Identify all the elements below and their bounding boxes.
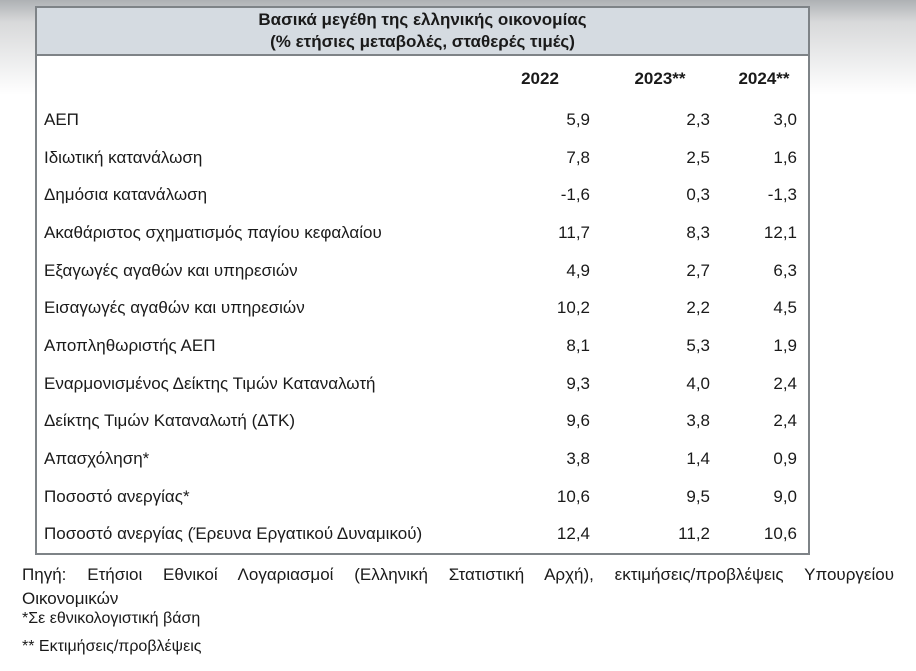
table-row: Εξαγωγές αγαθών και υπηρεσιών 4,9 2,7 6,…	[37, 252, 808, 290]
row-value: 4,0	[686, 373, 710, 393]
row-value: 9,0	[773, 486, 797, 506]
table-row: Εισαγωγές αγαθών και υπηρεσιών 10,2 2,2 …	[37, 289, 808, 327]
row-value: 2,4	[773, 373, 797, 393]
row-value: 5,9	[566, 109, 590, 129]
column-header: 2024**	[738, 68, 790, 88]
column-header: 2022	[521, 68, 559, 88]
footnote-estimates-forecasts: ** Εκτιμήσεις/προβλέψεις	[22, 638, 202, 655]
row-value: 8,3	[686, 222, 710, 242]
row-value: 12,1	[763, 222, 797, 242]
row-value: 10,6	[556, 486, 590, 506]
row-value: 3,8	[686, 411, 710, 431]
row-value: 2,4	[773, 411, 797, 431]
row-value: 2,2	[686, 298, 710, 318]
economy-table: Βασικά μεγέθη της ελληνικής οικονομίας (…	[35, 6, 810, 555]
table-row: Ακαθάριστος σχηματισμός παγίου κεφαλαίου…	[37, 214, 808, 252]
footnotes-section: Πηγή: Ετήσιοι Εθνικοί Λογαριασμοί (Ελλην…	[22, 563, 894, 655]
row-value: 12,4	[556, 524, 590, 544]
row-value: 4,9	[566, 260, 590, 280]
row-value: 3,0	[773, 109, 797, 129]
table-row: Απασχόληση* 3,8 1,4 0,9	[37, 440, 808, 478]
row-label: Απασχόληση*	[44, 448, 150, 468]
row-label: Ιδιωτική κατανάλωση	[44, 147, 203, 167]
footnote-national-accounts-basis: *Σε εθνικολογιστική βάση	[22, 610, 201, 627]
row-label: Ακαθάριστος σχηματισμός παγίου κεφαλαίου	[44, 222, 382, 242]
table-row: Δημόσια κατανάλωση -1,6 0,3 -1,3	[37, 176, 808, 214]
table-title-line1: Βασικά μεγέθη της ελληνικής οικονομίας	[258, 10, 587, 29]
table-row: Αποπληθωριστής ΑΕΠ 8,1 5,3 1,9	[37, 327, 808, 365]
row-value: 1,9	[773, 335, 797, 355]
table-title-band: Βασικά μεγέθη της ελληνικής οικονομίας (…	[37, 8, 808, 56]
column-header-row: 2022 2023** 2024**	[37, 56, 808, 101]
row-value: -1,3	[767, 185, 797, 205]
table-row: Ιδιωτική κατανάλωση 7,8 2,5 1,6	[37, 139, 808, 177]
row-value: 11,2	[678, 524, 710, 544]
row-value: 2,3	[686, 109, 710, 129]
row-value: 5,3	[686, 335, 710, 355]
source-note-line2: Οικονομικών	[22, 589, 119, 608]
table-body: ΑΕΠ 5,9 2,3 3,0 Ιδιωτική κατανάλωση 7,8 …	[37, 101, 808, 553]
row-label: Ποσοστό ανεργίας (Έρευνα Εργατικού Δυναμ…	[44, 524, 423, 544]
row-value: 3,8	[566, 448, 590, 468]
row-value: 0,3	[686, 185, 710, 205]
row-label: Εναρμονισμένος Δείκτης Τιμών Καταναλωτή	[44, 373, 376, 393]
row-value: 6,3	[773, 260, 797, 280]
row-value: 1,6	[773, 147, 797, 167]
row-value: 11,7	[558, 222, 590, 242]
row-label: ΑΕΠ	[44, 109, 79, 129]
table-row: Ποσοστό ανεργίας* 10,6 9,5 9,0	[37, 478, 808, 516]
table-row: Εναρμονισμένος Δείκτης Τιμών Καταναλωτή …	[37, 365, 808, 403]
row-value: 9,6	[566, 411, 590, 431]
row-value: 8,1	[566, 335, 590, 355]
row-label: Δημόσια κατανάλωση	[44, 185, 208, 205]
table-title-line2: (% ετήσιες μεταβολές, σταθερές τιμές)	[270, 32, 575, 51]
row-label: Αποπληθωριστής ΑΕΠ	[44, 335, 216, 355]
row-value: 2,7	[686, 260, 710, 280]
row-value: 0,9	[773, 448, 797, 468]
row-label: Δείκτης Τιμών Καταναλωτή (ΔΤΚ)	[44, 411, 295, 431]
row-value: 9,5	[686, 486, 710, 506]
row-value: 2,5	[686, 147, 710, 167]
column-header: 2023**	[634, 68, 686, 88]
row-value: 7,8	[566, 147, 590, 167]
table-row: Δείκτης Τιμών Καταναλωτή (ΔΤΚ) 9,6 3,8 2…	[37, 402, 808, 440]
row-value: 10,2	[556, 298, 590, 318]
row-value: 10,6	[763, 524, 797, 544]
row-value: 9,3	[566, 373, 590, 393]
row-label: Ποσοστό ανεργίας*	[44, 486, 190, 506]
row-value: -1,6	[560, 185, 590, 205]
row-value: 4,5	[773, 298, 797, 318]
source-note-line1: Πηγή: Ετήσιοι Εθνικοί Λογαριασμοί (Ελλην…	[22, 565, 894, 584]
row-value: 1,4	[686, 448, 710, 468]
row-label: Εξαγωγές αγαθών και υπηρεσιών	[44, 260, 298, 280]
table-row: ΑΕΠ 5,9 2,3 3,0	[37, 101, 808, 139]
row-label: Εισαγωγές αγαθών και υπηρεσιών	[44, 298, 305, 318]
table-row: Ποσοστό ανεργίας (Έρευνα Εργατικού Δυναμ…	[37, 515, 808, 553]
